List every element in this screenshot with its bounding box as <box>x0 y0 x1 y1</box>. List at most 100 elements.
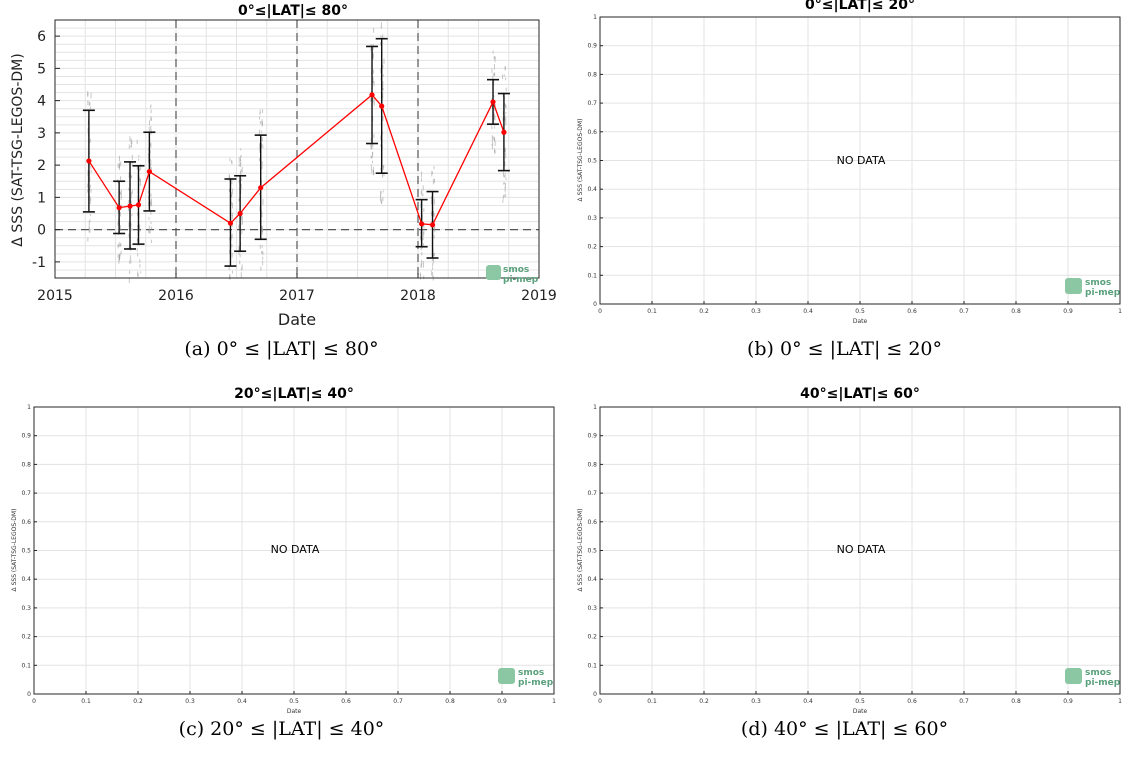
raw-sample <box>120 242 122 247</box>
raw-sample <box>137 253 139 257</box>
caption-c: (c) 20° ≤ |LAT| ≤ 40° <box>178 718 385 740</box>
x-tick-label: 0.3 <box>751 698 761 705</box>
raw-sample <box>120 192 122 198</box>
raw-sample <box>493 56 495 60</box>
raw-sample <box>502 117 504 122</box>
raw-sample <box>372 76 374 82</box>
raw-sample <box>423 263 425 268</box>
raw-sample <box>383 172 385 177</box>
raw-sample <box>150 142 152 148</box>
raw-sample <box>150 226 152 230</box>
raw-sample <box>258 116 260 120</box>
raw-sample <box>240 148 242 151</box>
raw-sample <box>261 161 263 167</box>
raw-sample <box>149 199 151 205</box>
raw-sample <box>372 166 374 172</box>
raw-sample <box>136 225 138 228</box>
raw-sample <box>505 77 507 81</box>
raw-sample <box>238 245 240 252</box>
raw-sample <box>431 170 433 177</box>
smos-logo-line1: smos <box>503 265 529 275</box>
raw-sample <box>131 161 133 166</box>
raw-sample <box>373 97 375 100</box>
chart-a-ylabel: Δ SSS (SAT-TSG-LEGOS-DM) <box>10 53 26 246</box>
raw-sample <box>130 138 132 145</box>
raw-sample <box>87 169 89 176</box>
raw-sample <box>430 196 432 200</box>
chart-a-title: 0°≤|LAT|≤ 80° <box>238 3 348 19</box>
y-tick-label: 0.9 <box>21 433 31 440</box>
raw-sample <box>89 163 91 166</box>
chart-d-title: 40°≤|LAT|≤ 60° <box>800 386 920 402</box>
y-tick-label: 0.3 <box>587 605 597 612</box>
x-tick-label: 0.4 <box>803 308 813 315</box>
x-tick-label: 0.4 <box>237 698 247 705</box>
smos-logo-icon <box>1065 668 1082 684</box>
raw-sample <box>238 251 240 255</box>
raw-sample <box>432 262 434 267</box>
raw-sample <box>138 158 140 161</box>
raw-sample <box>90 198 92 201</box>
raw-sample <box>504 161 506 167</box>
raw-sample <box>87 237 89 242</box>
x-tick-label: 0.9 <box>497 698 507 705</box>
raw-sample <box>493 72 495 77</box>
x-tick-label: 0.8 <box>1011 308 1021 315</box>
chart-a-reference-lines <box>55 20 539 278</box>
raw-sample <box>231 270 233 274</box>
raw-sample <box>261 245 263 249</box>
data-point <box>258 185 264 191</box>
raw-sample <box>89 176 91 182</box>
raw-sample <box>493 106 495 111</box>
x-tick-label: 0.7 <box>959 308 969 315</box>
raw-sample <box>493 95 495 98</box>
x-tick-label: 0.9 <box>1063 308 1073 315</box>
x-tick-label: 0.6 <box>907 308 917 315</box>
smos-logo: smos pi-mep <box>498 668 554 688</box>
raw-sample <box>119 192 121 196</box>
raw-sample <box>261 251 263 254</box>
raw-sample <box>150 158 152 161</box>
raw-sample <box>147 152 149 159</box>
x-tick-label: 2017 <box>279 288 315 304</box>
raw-sample <box>231 214 233 219</box>
chart-c-x-ticks: 0 0.1 0.2 0.3 0.4 0.5 0.6 0.7 0.8 0.9 1 <box>32 691 556 705</box>
raw-sample <box>431 258 433 262</box>
y-tick-label: 0.2 <box>587 634 597 641</box>
raw-sample <box>372 169 374 176</box>
raw-sample <box>238 198 240 202</box>
raw-sample <box>231 233 233 239</box>
raw-sample <box>240 183 242 190</box>
raw-sample <box>241 216 243 223</box>
raw-sample <box>262 109 264 114</box>
raw-sample <box>421 259 423 265</box>
x-tick-label: 0 <box>598 698 602 705</box>
raw-sample <box>229 274 231 278</box>
raw-sample <box>130 145 132 148</box>
chart-b-y-ticks: 0 0.1 0.2 0.3 0.4 0.5 0.6 0.7 0.8 0.9 1 <box>587 14 603 308</box>
y-tick-label: 1 <box>37 190 46 206</box>
raw-sample <box>150 104 152 107</box>
y-tick-label: 0.8 <box>587 461 597 468</box>
data-point <box>237 210 243 217</box>
data-point <box>419 221 425 227</box>
raw-sample <box>380 144 382 147</box>
raw-sample <box>380 135 382 141</box>
caption-a: (a) 0° ≤ |LAT| ≤ 80° <box>184 338 379 360</box>
raw-sample <box>505 117 507 124</box>
raw-sample <box>382 92 384 98</box>
raw-sample <box>261 136 263 142</box>
raw-sample <box>259 121 261 124</box>
raw-sample <box>231 244 233 248</box>
raw-sample <box>241 222 243 226</box>
raw-sample <box>240 169 242 174</box>
smos-logo-icon <box>1065 278 1082 294</box>
chart-a-points <box>86 92 507 228</box>
raw-sample <box>493 118 495 123</box>
raw-sample <box>420 273 422 280</box>
raw-sample <box>503 74 505 77</box>
raw-sample <box>503 175 505 178</box>
raw-sample <box>259 112 261 115</box>
raw-sample <box>118 155 120 162</box>
chart-c-xlabel: Date <box>287 708 302 715</box>
